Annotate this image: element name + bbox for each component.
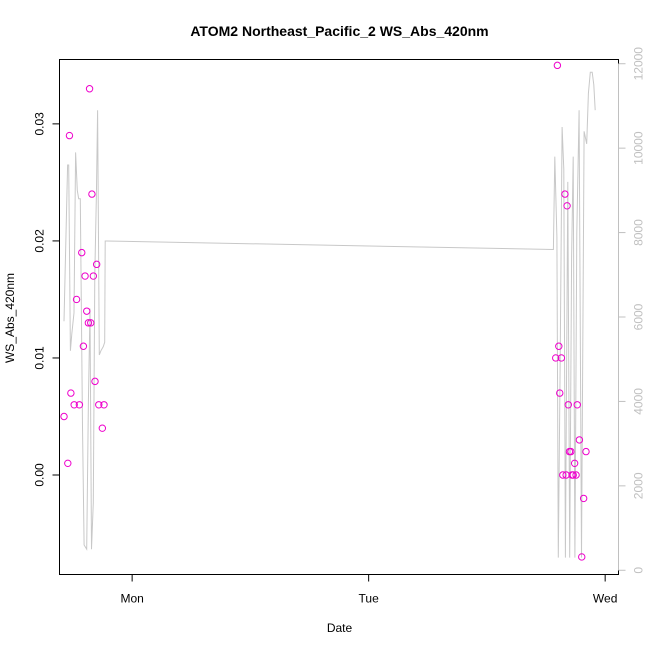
y-tick-label: 0.00 [33, 463, 47, 487]
data-point [573, 401, 581, 409]
scatter-series [60, 61, 590, 561]
data-point [60, 412, 68, 421]
x-tick-label: Wed [593, 592, 617, 606]
data-point [557, 354, 566, 362]
data-point [569, 471, 577, 479]
data-point [564, 401, 572, 409]
data-point [579, 494, 588, 503]
y2-tick-label: 6000 [632, 303, 646, 330]
y2-tick-label: 2000 [632, 472, 646, 499]
x-tick-label: Tue [359, 592, 380, 606]
data-point [559, 471, 567, 479]
y-axis: 0.00 0.01 0.02 0.03 [33, 112, 60, 487]
data-point [79, 342, 88, 350]
data-point [100, 401, 108, 409]
series-line [63, 71, 596, 558]
data-point [553, 61, 562, 70]
plot-frame [59, 59, 619, 575]
y2-tick-label: 12000 [632, 47, 646, 81]
data-point [84, 319, 93, 327]
data-point [578, 553, 586, 561]
data-point [72, 295, 81, 304]
data-point [87, 319, 95, 327]
data-point [64, 459, 72, 468]
data-point [567, 447, 575, 456]
chart-title: ATOM2 Northeast_Pacific_2 WS_Abs_420nm [190, 23, 488, 39]
data-point [570, 459, 579, 468]
data-point [98, 424, 107, 432]
data-point [92, 260, 101, 269]
line-series [63, 71, 596, 558]
data-point [582, 447, 590, 456]
y2-tick-label: 10000 [632, 131, 646, 165]
y2-tick-label: 8000 [632, 219, 646, 246]
data-point [552, 354, 560, 362]
data-point [88, 190, 96, 198]
data-point [81, 272, 89, 280]
y-tick-label: 0.03 [33, 112, 47, 136]
data-point [575, 436, 584, 444]
y-tick-label: 0.02 [33, 229, 47, 253]
x-axis: Mon Tue Wed [120, 574, 617, 606]
data-point [555, 342, 563, 350]
data-point [91, 377, 99, 386]
y2-tick-label: 0 [632, 567, 646, 574]
data-point [556, 389, 564, 397]
data-point [78, 248, 86, 257]
data-point [70, 401, 78, 409]
data-point [95, 401, 103, 409]
data-point [572, 471, 580, 479]
data-point [75, 401, 84, 409]
data-point [67, 389, 75, 397]
y2-tick-label: 4000 [632, 388, 646, 415]
right-axis: 0 2000 4000 6000 8000 10000 12000 [618, 47, 646, 574]
data-point [89, 272, 98, 280]
data-point [83, 307, 91, 315]
data-point [561, 190, 569, 198]
data-point [563, 202, 571, 210]
data-point [65, 131, 74, 140]
x-axis-label: Date [327, 621, 353, 635]
y-axis-label: WS_Abs_420nm [3, 273, 17, 363]
x-tick-label: Mon [120, 592, 143, 606]
y-tick-label: 0.01 [33, 346, 47, 370]
data-point [85, 85, 94, 93]
